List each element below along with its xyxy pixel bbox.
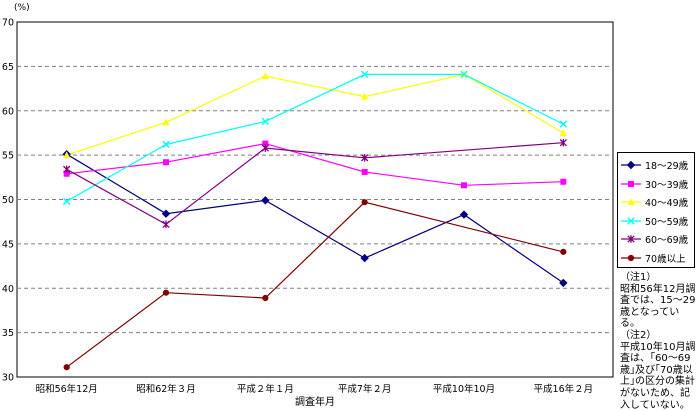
- series-markers: [62, 70, 568, 371]
- data-point: [560, 248, 567, 255]
- legend-item: 50～59歳: [618, 212, 696, 230]
- x-tick-label: 平成10年10月: [433, 383, 495, 395]
- data-point: [63, 364, 70, 371]
- data-point: [559, 120, 568, 128]
- data-point: [361, 92, 369, 100]
- x-tick-label: 昭和62年３月: [136, 383, 196, 395]
- series-line: [66, 73, 564, 156]
- data-point: [460, 70, 468, 79]
- data-point: [361, 168, 368, 175]
- y-tick-label: 65: [2, 62, 14, 73]
- legend-marker: [627, 198, 635, 205]
- legend-item: 70歳以上: [618, 249, 696, 267]
- data-point: [261, 117, 270, 126]
- legend-marker: [627, 216, 635, 225]
- note-2: （注2） 平成10年10月調査は、｢60～69歳｣及び｢70歳以上｣の区分の集計…: [620, 329, 696, 411]
- data-point: [261, 72, 269, 80]
- data-point: [63, 170, 70, 177]
- data-point: [361, 199, 368, 206]
- x-axis-title: 調査年月: [295, 395, 335, 408]
- legend-swatch: [621, 254, 641, 261]
- y-tick-label: 55: [2, 151, 14, 162]
- data-point: [62, 197, 71, 205]
- data-point: [459, 210, 469, 219]
- series-line: [66, 142, 564, 186]
- data-point: [162, 220, 170, 229]
- y-tick-label: 40: [2, 284, 14, 295]
- legend-label: 40～49歳: [645, 198, 689, 209]
- legend-item: 60～69歳: [618, 230, 696, 248]
- data-point: [162, 118, 170, 126]
- legend-swatch: [621, 216, 641, 225]
- data-point: [360, 253, 369, 263]
- legend-swatch: [621, 235, 641, 243]
- legend-marker: [626, 160, 636, 170]
- series-line: [66, 153, 564, 284]
- y-tick-label: 70: [2, 18, 14, 29]
- x-tick-label: 昭和56年12月: [36, 383, 98, 395]
- data-point: [262, 294, 269, 302]
- legend-item: 18～29歳: [618, 156, 696, 174]
- x-axis-tick-labels: 昭和56年12月 昭和62年３月 平成２年１月 平成7年２月 平成10年10月 平成16年…: [36, 383, 594, 395]
- data-point: [361, 153, 369, 162]
- data-point: [559, 129, 567, 136]
- x-tick-label: 平成7年２月: [338, 383, 392, 395]
- note-1: （注1） 昭和56年12月調査では、15～29歳となっている。: [620, 272, 696, 330]
- data-point: [162, 140, 170, 149]
- legend-swatch: [621, 180, 641, 187]
- y-tick-label: 60: [2, 106, 14, 117]
- legend-item: 40～49歳: [618, 193, 696, 211]
- data-point: [163, 159, 169, 166]
- legend-marker: [627, 235, 635, 243]
- data-point: [261, 144, 269, 152]
- legend-swatch: [621, 198, 641, 205]
- legend-label: 30～39歳: [645, 179, 689, 191]
- data-point: [461, 182, 467, 189]
- data-point: [261, 196, 270, 205]
- data-point: [559, 278, 568, 288]
- data-point: [262, 140, 269, 147]
- data-point: [162, 289, 170, 296]
- gridlines: [17, 65, 613, 334]
- legend-marker: [628, 180, 634, 187]
- y-tick-label: 35: [2, 328, 14, 339]
- y-axis-tick-labels: 30 35 40 45 50 55 60 65 70: [2, 18, 14, 384]
- x-tick-label: 平成16年２月: [534, 383, 594, 395]
- legend-label: 18～29歳: [645, 161, 689, 172]
- y-axis-unit: (%): [14, 3, 30, 13]
- y-tick-label: 30: [2, 373, 14, 384]
- legend-swatch: [621, 160, 641, 170]
- legend: 18～29歳 30～39歳 40～49歳 50～59歳 60～69歳 70歳以上: [617, 152, 695, 268]
- notes: （注1） 昭和56年12月調査では、15～29歳となっている。 （注2） 平成1…: [620, 272, 698, 411]
- y-tick-label: 50: [2, 195, 14, 206]
- legend-item: 30～39歳: [618, 175, 696, 193]
- legend-label: 70歳以上: [645, 253, 686, 265]
- data-point: [161, 209, 171, 218]
- data-point: [63, 165, 71, 174]
- legend-marker: [627, 254, 635, 261]
- legend-label: 50～59歳: [645, 216, 689, 228]
- data-point: [560, 178, 567, 185]
- series-line: [66, 73, 564, 202]
- data-point: [559, 138, 567, 147]
- x-tick-label: 平成２年１月: [237, 383, 294, 395]
- data-point: [63, 151, 71, 159]
- legend-label: 60～69歳: [645, 235, 689, 246]
- data-point: [360, 70, 369, 79]
- y-tick-label: 45: [2, 239, 14, 250]
